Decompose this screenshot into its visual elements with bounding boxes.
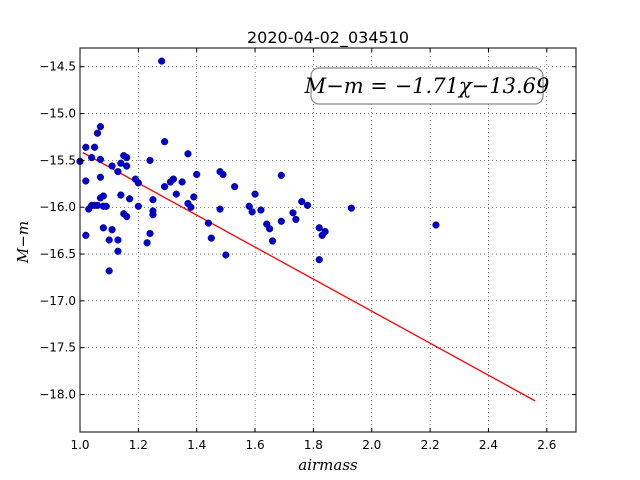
data-point [143, 239, 151, 247]
data-point [123, 153, 131, 162]
data-point [321, 227, 329, 236]
x-tick-label: 1.6 [246, 438, 265, 452]
data-point [114, 168, 122, 176]
y-tick-label: −15.5 [39, 153, 76, 167]
ticks: 1.0 1.2 1.4 1.6 1.8 2.0 2.2 2.4 2.6 −14.5 −15.0 −15… [39, 48, 576, 452]
data-point [178, 178, 186, 186]
data-point [187, 203, 195, 211]
data-point [117, 191, 125, 199]
data-point [123, 162, 131, 170]
data-point [248, 208, 256, 216]
data-point [315, 256, 323, 264]
x-tick-label: 2.2 [421, 438, 440, 452]
y-tick-label: −16.0 [39, 200, 76, 214]
data-point [161, 138, 169, 146]
data-point [266, 225, 274, 233]
data-point [88, 153, 96, 162]
data-point [96, 173, 105, 181]
data-point [126, 195, 134, 203]
plot-frame [79, 47, 577, 433]
data-point [222, 251, 230, 259]
data-point [134, 202, 142, 210]
data-point [161, 183, 169, 191]
data-point [315, 224, 323, 232]
data-point [277, 217, 285, 225]
data-point [82, 231, 90, 239]
data-point [117, 159, 125, 167]
y-tick-label: −15.0 [39, 107, 76, 121]
data-point [190, 193, 198, 201]
data-point [105, 267, 113, 275]
data-point [82, 143, 90, 151]
data-point [292, 215, 300, 223]
data-point [134, 179, 142, 187]
data-point [82, 177, 90, 185]
y-tick-label: −16.5 [39, 247, 76, 261]
data-point [96, 123, 105, 131]
data-point [303, 201, 312, 209]
data-point [114, 236, 122, 244]
data-point [149, 196, 157, 204]
x-tick-label: 2.0 [362, 438, 381, 452]
data-point [149, 211, 157, 219]
data-point [158, 57, 166, 65]
data-point [146, 229, 154, 238]
data-point [231, 183, 239, 191]
data-point [99, 192, 107, 200]
data-point [268, 237, 277, 245]
data-point [105, 236, 113, 244]
y-tick-label: −17.0 [39, 294, 76, 308]
grid [80, 48, 576, 432]
data-point [257, 206, 265, 214]
fit-layer [82, 152, 536, 402]
points-layer [76, 57, 440, 275]
x-tick-label: 1.0 [70, 438, 89, 452]
data-point [108, 226, 116, 234]
data-point [184, 150, 192, 158]
data-point [96, 155, 105, 164]
data-point [102, 202, 110, 210]
annotation-text: M−m = −1.71χ−13.69 [304, 74, 550, 98]
data-point [207, 234, 215, 242]
fit-line [82, 152, 536, 402]
data-point [114, 247, 122, 255]
data-point [289, 209, 297, 217]
data-point [172, 190, 180, 198]
x-tick-label: 2.6 [537, 438, 556, 452]
plot-area [80, 48, 576, 432]
data-point [146, 156, 154, 164]
y-tick-label: −17.5 [39, 341, 76, 355]
data-point [347, 204, 355, 212]
data-point [245, 202, 253, 210]
data-point [432, 221, 440, 229]
data-point [193, 170, 201, 179]
chart-title: 2020-04-02_034510 [247, 28, 409, 48]
x-tick-label: 1.8 [304, 438, 323, 452]
data-point [216, 205, 224, 213]
data-point [298, 198, 306, 206]
data-point [251, 190, 259, 198]
x-axis-label: airmass [298, 456, 358, 474]
y-tick-label: −18.0 [39, 388, 76, 402]
data-point [277, 171, 285, 179]
data-point [123, 212, 131, 221]
y-tick-label: −14.5 [39, 60, 76, 74]
x-tick-label: 1.2 [129, 438, 148, 452]
x-tick-label: 1.4 [187, 438, 206, 452]
annotation-frame [310, 67, 544, 105]
annotation-box: M−m = −1.71χ−13.69 [304, 67, 550, 105]
data-point [90, 143, 99, 151]
data-point [169, 175, 177, 183]
data-point [108, 162, 116, 170]
data-point [219, 170, 227, 179]
data-point [204, 219, 212, 227]
data-point [93, 129, 102, 137]
data-point [99, 224, 107, 232]
y-axis-label: M−m [14, 221, 32, 264]
x-tick-label: 2.4 [479, 438, 498, 452]
